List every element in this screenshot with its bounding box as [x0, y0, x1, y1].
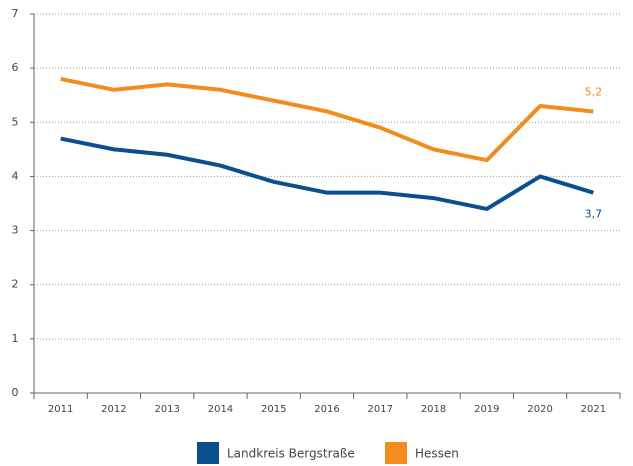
x-tick-label: 2018	[421, 404, 446, 415]
y-tick-label: 3	[12, 224, 19, 237]
legend-label: Hessen	[415, 447, 459, 461]
legend-swatch	[385, 442, 407, 464]
series-line	[60, 136, 594, 211]
x-tick-label: 2019	[474, 404, 499, 415]
y-tick-label: 5	[12, 115, 19, 128]
y-tick-label: 4	[12, 169, 19, 182]
y-tick-label: 2	[12, 278, 19, 291]
x-tick-label: 2012	[101, 404, 126, 415]
x-tick-label: 2011	[48, 404, 73, 415]
x-tick-label: 2014	[208, 404, 233, 415]
x-tick-label: 2020	[527, 404, 552, 415]
series-line	[60, 77, 594, 163]
x-tick-label: 2013	[154, 404, 179, 415]
x-tick-label: 2017	[368, 404, 393, 415]
y-tick-label: 6	[12, 61, 19, 74]
y-tick-label: 0	[12, 386, 19, 399]
x-tick-label: 2016	[314, 404, 339, 415]
y-tick-label: 1	[12, 332, 19, 345]
data-label: 3,7	[585, 208, 603, 221]
legend-swatch	[197, 442, 219, 464]
x-tick-label: 2015	[261, 404, 286, 415]
x-tick-label: 2021	[581, 404, 606, 415]
data-label: 5,2	[585, 85, 603, 98]
y-tick-label: 7	[12, 7, 19, 20]
legend-label: Landkreis Bergstraße	[227, 447, 355, 461]
